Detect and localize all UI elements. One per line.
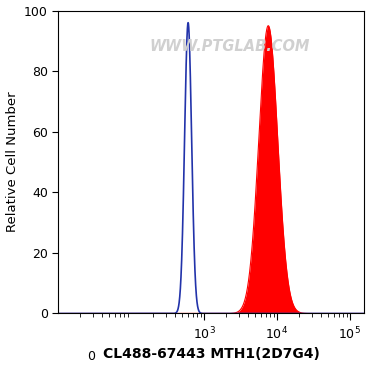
Text: WWW.PTGLAB.COM: WWW.PTGLAB.COM: [149, 39, 310, 54]
Text: 0: 0: [87, 350, 95, 363]
Y-axis label: Relative Cell Number: Relative Cell Number: [6, 92, 18, 232]
X-axis label: CL488-67443 MTH1(2D7G4): CL488-67443 MTH1(2D7G4): [103, 348, 320, 361]
